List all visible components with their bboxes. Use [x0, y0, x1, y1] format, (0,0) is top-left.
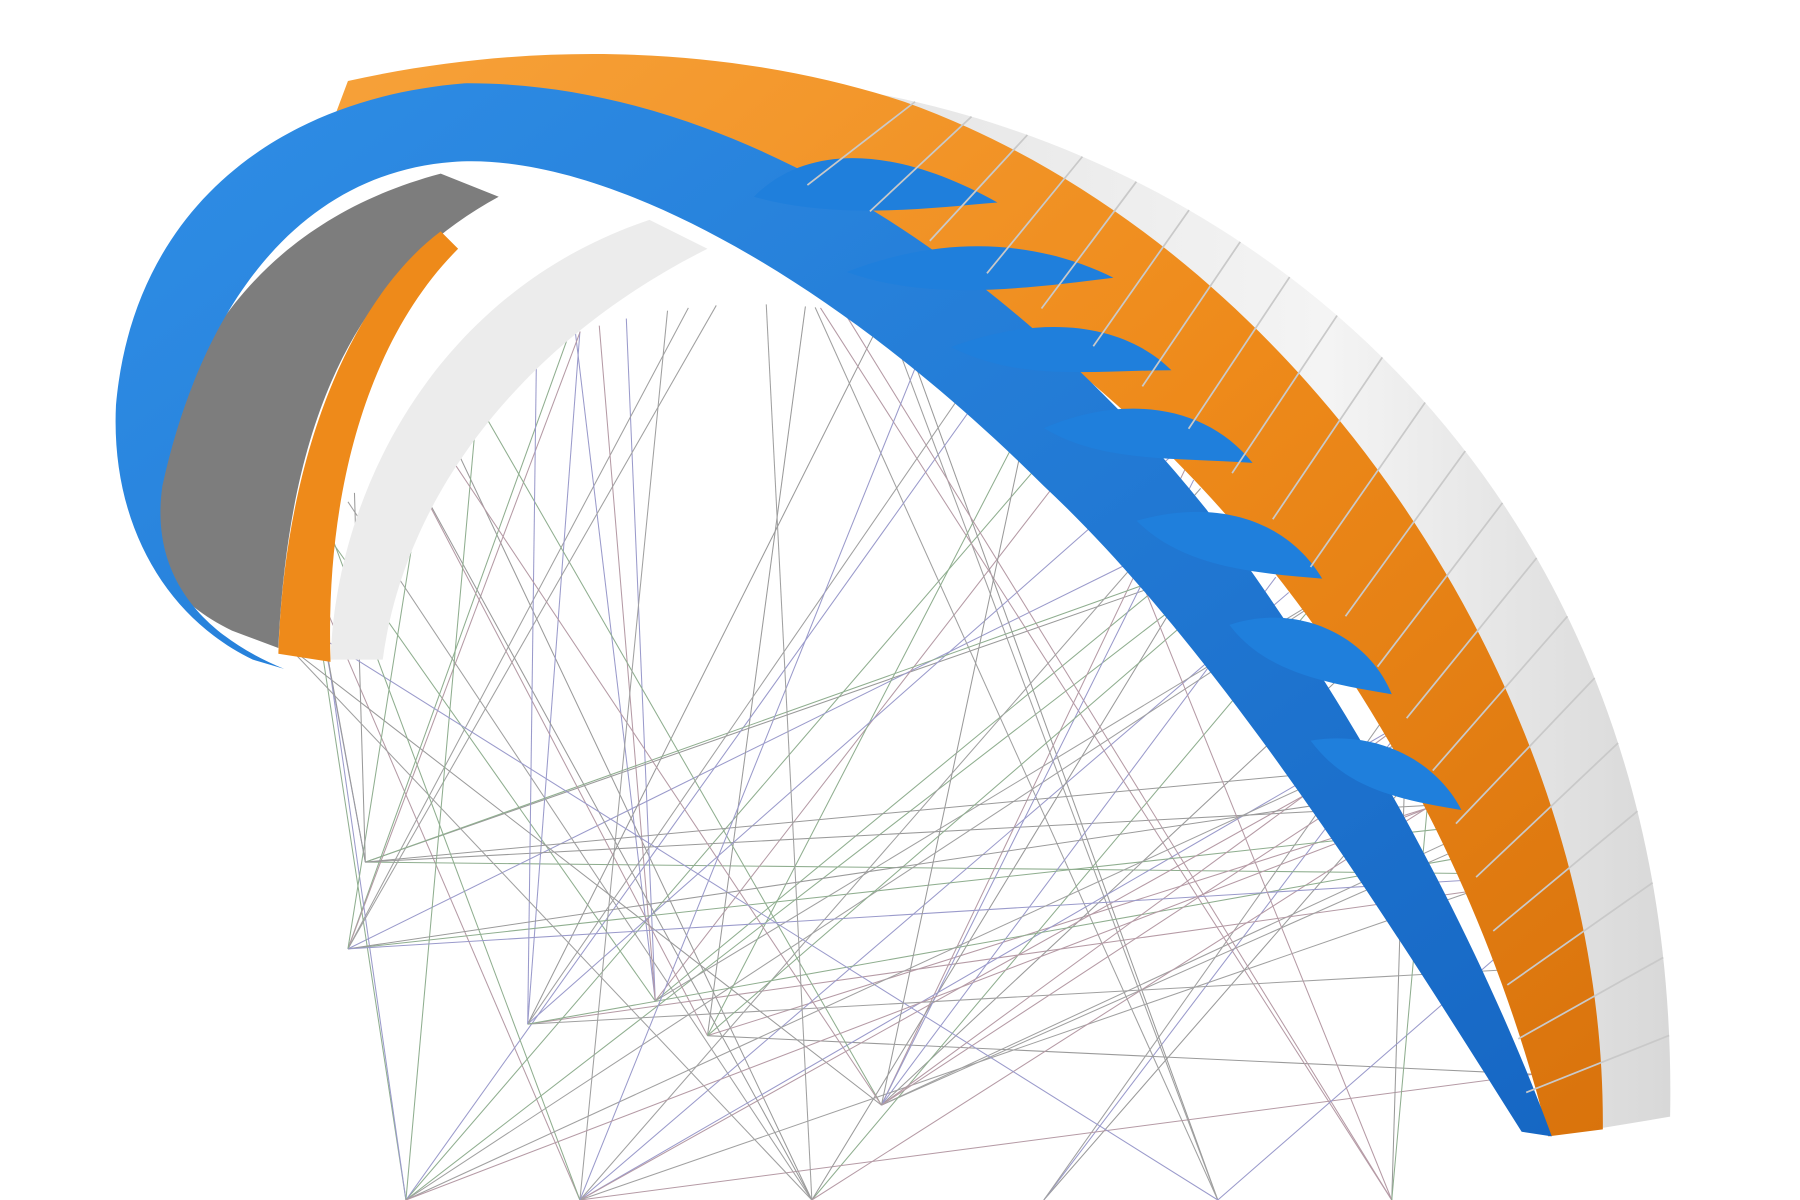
canopy-blue-stripes	[753, 158, 1462, 811]
suspension-line	[347, 785, 1448, 950]
suspension-line	[527, 454, 1173, 1025]
rib-line	[1405, 557, 1538, 719]
rib-line	[1344, 450, 1466, 617]
rib-line	[1040, 181, 1138, 310]
suspension-line	[405, 738, 1411, 1200]
suspension-line	[527, 349, 993, 1025]
suspension-line	[579, 875, 1517, 1200]
suspension-line	[765, 304, 813, 1200]
suspension-line	[527, 348, 538, 1025]
canopy-underside-gray	[150, 173, 499, 649]
suspension-line	[654, 409, 1114, 1002]
rib-line	[1231, 315, 1338, 474]
suspension-line	[579, 310, 669, 1200]
suspension-line	[405, 378, 481, 1200]
suspension-line	[579, 592, 1290, 1200]
suspension-line	[1391, 764, 1432, 1200]
suspension-line	[1217, 914, 1546, 1200]
suspension-line	[706, 306, 806, 1036]
suspension-line	[527, 850, 1499, 1025]
suspension-line	[527, 317, 883, 1025]
rib-line	[986, 156, 1084, 274]
rib-line	[1187, 276, 1291, 430]
canopy-underside-white	[330, 219, 708, 660]
suspension-line	[365, 546, 1251, 863]
rib-line	[1272, 356, 1384, 520]
suspension-line	[654, 525, 1233, 1002]
rib-line	[1492, 810, 1639, 932]
rib-line	[1141, 241, 1241, 387]
suspension-line	[880, 369, 1039, 1106]
suspension-line	[396, 443, 708, 1036]
rib-line	[1475, 742, 1619, 878]
canopy-trailing-white	[811, 90, 1671, 1129]
suspension-line	[288, 616, 1219, 1200]
suspension-line	[347, 515, 1225, 950]
suspension-line	[579, 736, 1409, 1200]
rib-line	[869, 116, 973, 213]
rib-line	[1092, 209, 1190, 347]
suspension-line	[899, 321, 1219, 1200]
suspension-line	[527, 883, 1523, 1025]
suspension-line	[365, 762, 1430, 863]
suspension-line	[707, 374, 1050, 1036]
suspension-line	[347, 335, 570, 950]
suspension-line	[405, 796, 1457, 1200]
suspension-line	[347, 307, 689, 950]
suspension-line	[365, 861, 1516, 875]
canopy-leading-blue	[115, 83, 1552, 1137]
suspension-line	[365, 803, 1462, 863]
suspension-line	[467, 385, 882, 1106]
rib-line	[806, 101, 916, 186]
rib-line	[1517, 956, 1664, 1040]
rib-line	[1525, 1034, 1670, 1094]
suspension-line	[527, 965, 1581, 1025]
rib-line	[1376, 502, 1504, 668]
suspension-line	[308, 567, 407, 1200]
canopy-underside-orange	[278, 231, 459, 662]
suspension-line	[814, 307, 1219, 1200]
rib-line	[1455, 677, 1596, 825]
suspension-line	[423, 418, 882, 1106]
suspension-line	[405, 356, 1009, 1200]
suspension-line	[886, 318, 1219, 1200]
suspension-line	[811, 612, 1307, 1200]
suspension-line	[365, 551, 1255, 863]
suspension-line	[820, 307, 1393, 1200]
suspension-line	[579, 329, 932, 1200]
suspension-line	[579, 488, 1202, 1200]
rib-line	[1309, 402, 1426, 568]
suspension-line	[811, 518, 1227, 1200]
suspension-line	[347, 305, 717, 950]
rib-line	[929, 134, 1029, 242]
suspension-lines	[280, 304, 1653, 1200]
suspension-line	[811, 791, 1453, 1200]
suspension-line	[436, 407, 813, 1200]
suspension-line	[347, 331, 581, 950]
canopy-middle-orange	[313, 54, 1603, 1137]
suspension-line	[625, 318, 656, 1001]
suspension-line	[842, 310, 1393, 1200]
suspension-line	[347, 876, 1518, 950]
canopy-ribs	[806, 101, 1670, 1094]
suspension-line	[579, 724, 1400, 1200]
rib-line	[1432, 615, 1569, 772]
suspension-line	[1391, 733, 1407, 1200]
rib-line	[1506, 882, 1654, 986]
suspension-line	[347, 824, 1479, 950]
suspension-line	[308, 568, 581, 1200]
suspension-line	[405, 547, 1252, 1200]
suspension-line	[579, 1059, 1641, 1200]
suspension-line	[405, 610, 1305, 1200]
suspension-line	[396, 443, 813, 1200]
